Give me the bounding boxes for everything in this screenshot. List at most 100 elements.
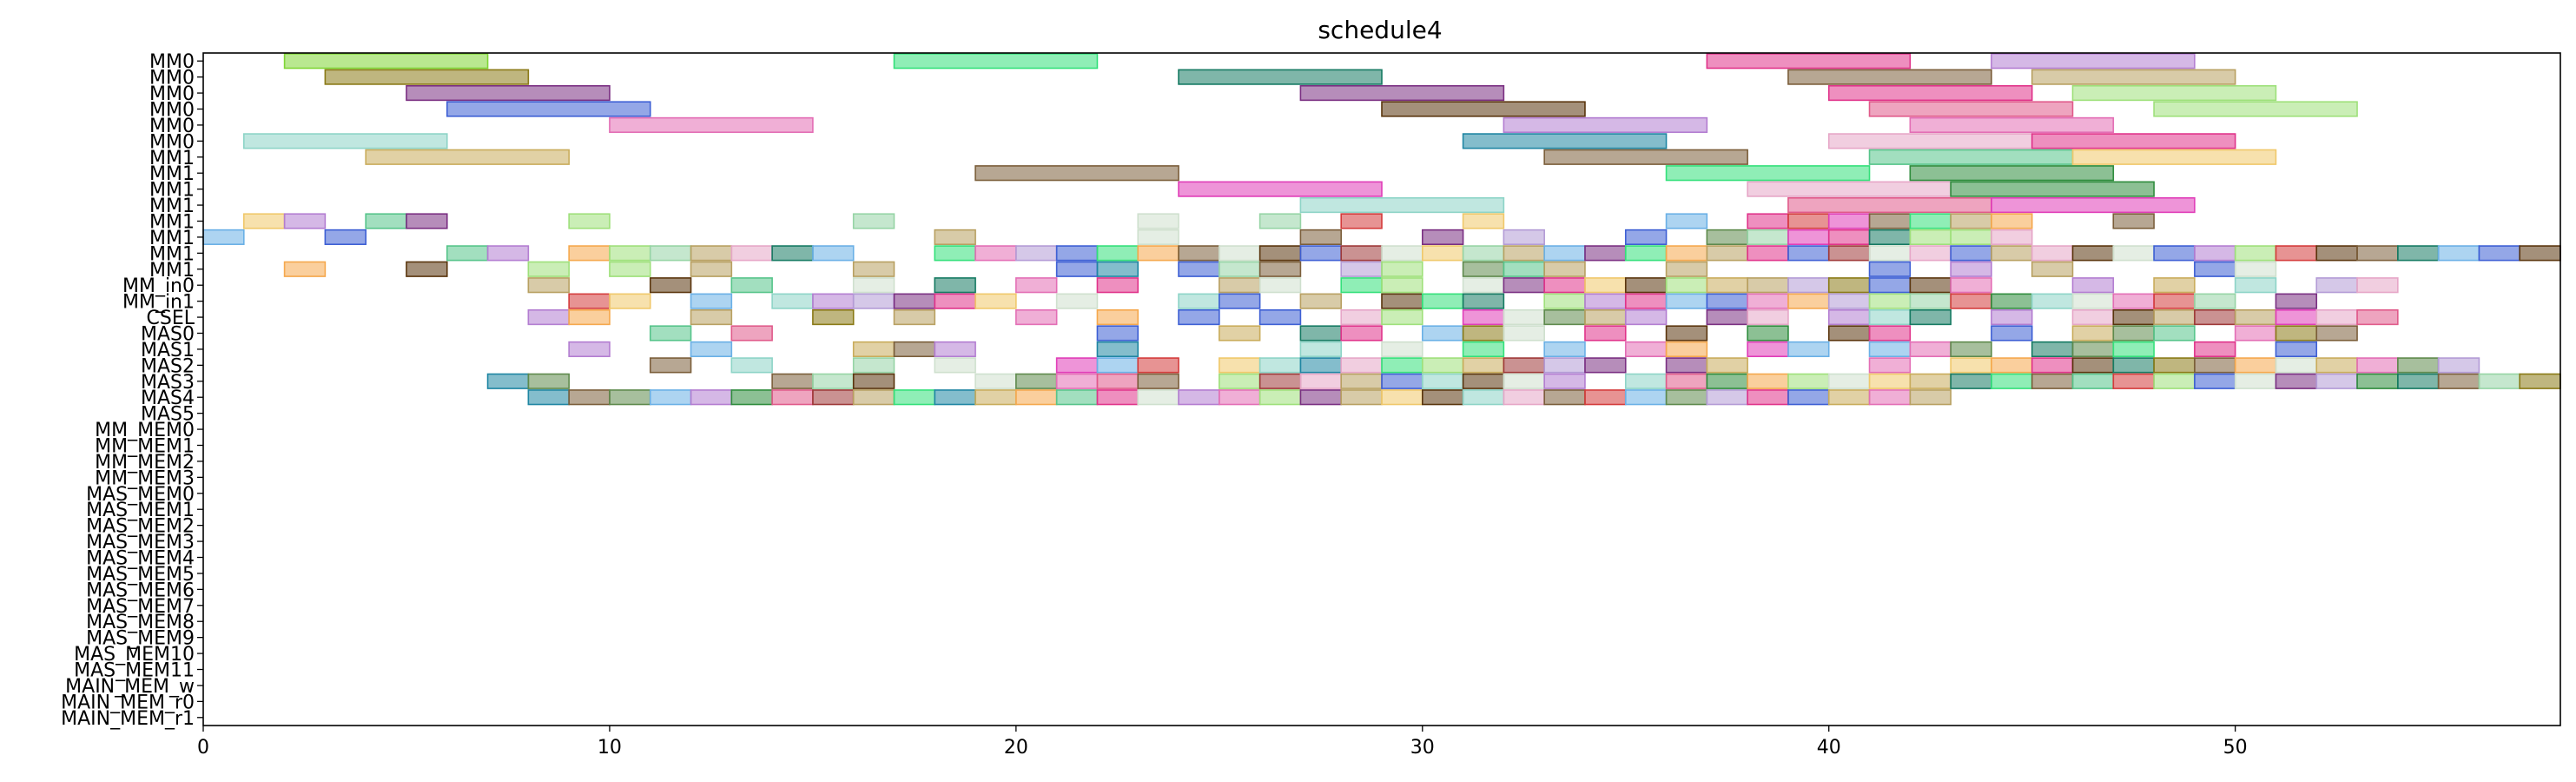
schedule-bar — [2032, 294, 2073, 308]
schedule-bar — [528, 278, 569, 293]
schedule-bar — [1382, 374, 1423, 388]
schedule-bar — [2357, 310, 2398, 325]
schedule-bar — [1300, 230, 1341, 245]
schedule-bar — [1951, 262, 1991, 276]
schedule-bar — [406, 214, 447, 229]
schedule-bar — [1788, 246, 1829, 261]
schedule-bar — [1991, 230, 2032, 245]
schedule-bar — [1544, 310, 1585, 325]
schedule-bar — [894, 54, 1097, 69]
x-tick-label: 20 — [1004, 737, 1028, 759]
schedule-bar — [569, 390, 610, 405]
schedule-bar — [1260, 358, 1301, 373]
schedule-bar — [1179, 294, 1219, 308]
schedule-bar — [1503, 246, 1544, 261]
schedule-bar — [975, 374, 1016, 388]
schedule-bar — [935, 230, 975, 245]
schedule-bar — [1382, 310, 1423, 325]
schedule-bar — [772, 294, 813, 308]
schedule-bar — [2398, 358, 2439, 373]
schedule-bar — [894, 294, 935, 308]
x-tick-label: 10 — [598, 737, 622, 759]
y-axis: MM0MM0MM0MM0MM0MM0MM1MM1MM1MM1MM1MM1MM1M… — [61, 51, 203, 730]
schedule-bar — [528, 262, 569, 276]
schedule-bar — [2154, 102, 2357, 116]
schedule-bar — [2316, 246, 2357, 261]
schedule-bar — [1626, 390, 1667, 405]
schedule-bar — [1057, 358, 1098, 373]
schedule-bar — [1585, 278, 1626, 293]
schedule-bar — [2032, 70, 2236, 84]
schedule-bar — [2113, 358, 2154, 373]
schedule-bar — [1219, 374, 1260, 388]
schedule-bar — [1829, 278, 1870, 293]
schedule-bar — [2154, 294, 2195, 308]
schedule-bar — [1300, 246, 1341, 261]
schedule-bar — [1097, 278, 1138, 293]
schedule-bar — [1097, 310, 1138, 325]
schedule-bar — [854, 358, 895, 373]
schedule-bar — [1382, 358, 1423, 373]
schedule-bar — [2032, 262, 2073, 276]
schedule-bar — [1544, 390, 1585, 405]
schedule-bar — [1747, 390, 1788, 405]
schedule-bar — [1910, 118, 2113, 133]
schedule-bar — [1788, 278, 1829, 293]
schedule-bar — [1544, 374, 1585, 388]
schedule-bar — [813, 310, 854, 325]
schedule-bar — [854, 390, 895, 405]
schedule-bar — [1829, 374, 1870, 388]
schedule-bar — [1870, 358, 1911, 373]
schedule-bar — [1016, 278, 1057, 293]
schedule-bar — [1057, 262, 1098, 276]
schedule-bar — [1788, 70, 1991, 84]
schedule-bar — [2236, 374, 2276, 388]
schedule-bar — [325, 230, 366, 245]
schedule-bar — [1300, 342, 1341, 357]
schedule-bar — [1503, 390, 1544, 405]
schedule-bar — [1870, 374, 1911, 388]
schedule-bar — [1382, 390, 1423, 405]
schedule-bar — [2195, 342, 2236, 357]
schedule-bar — [1341, 214, 1382, 229]
schedule-bar — [2113, 214, 2154, 229]
schedule-bar — [2439, 358, 2480, 373]
schedule-bar — [1138, 230, 1179, 245]
schedule-bar — [1544, 262, 1585, 276]
schedule-bar — [1341, 374, 1382, 388]
schedule-bar — [2236, 310, 2276, 325]
schedule-bar — [2072, 374, 2113, 388]
schedule-bar — [1097, 246, 1138, 261]
schedule-bar — [2357, 246, 2398, 261]
schedule-bar — [1503, 278, 1544, 293]
schedule-bar — [1341, 358, 1382, 373]
schedule-bar — [2195, 374, 2236, 388]
schedule-bar — [1707, 230, 1747, 245]
schedule-bar — [2195, 310, 2236, 325]
schedule-bar — [1707, 374, 1747, 388]
schedule-bar — [2520, 374, 2560, 388]
bars-layer — [203, 54, 2560, 405]
schedule-bar — [1910, 166, 2113, 181]
schedule-bar — [1057, 294, 1098, 308]
schedule-bar — [1991, 198, 2195, 213]
schedule-bar — [2113, 374, 2154, 388]
schedule-bar — [1870, 262, 1911, 276]
schedule-bar — [1747, 294, 1788, 308]
schedule-bar — [975, 166, 1179, 181]
schedule-bar — [2072, 246, 2113, 261]
schedule-bar — [1423, 358, 1463, 373]
schedule-bar — [772, 246, 813, 261]
schedule-bar — [285, 54, 488, 69]
schedule-bar — [1057, 390, 1098, 405]
schedule-bar — [1057, 246, 1098, 261]
schedule-bar — [1463, 262, 1504, 276]
schedule-bar — [1870, 102, 2073, 116]
schedule-bar — [2275, 342, 2316, 357]
x-tick-label: 40 — [1817, 737, 1841, 759]
schedule-bar — [366, 214, 406, 229]
schedule-bar — [1097, 358, 1138, 373]
schedule-bar — [1423, 326, 1463, 341]
schedule-bar — [2275, 326, 2316, 341]
